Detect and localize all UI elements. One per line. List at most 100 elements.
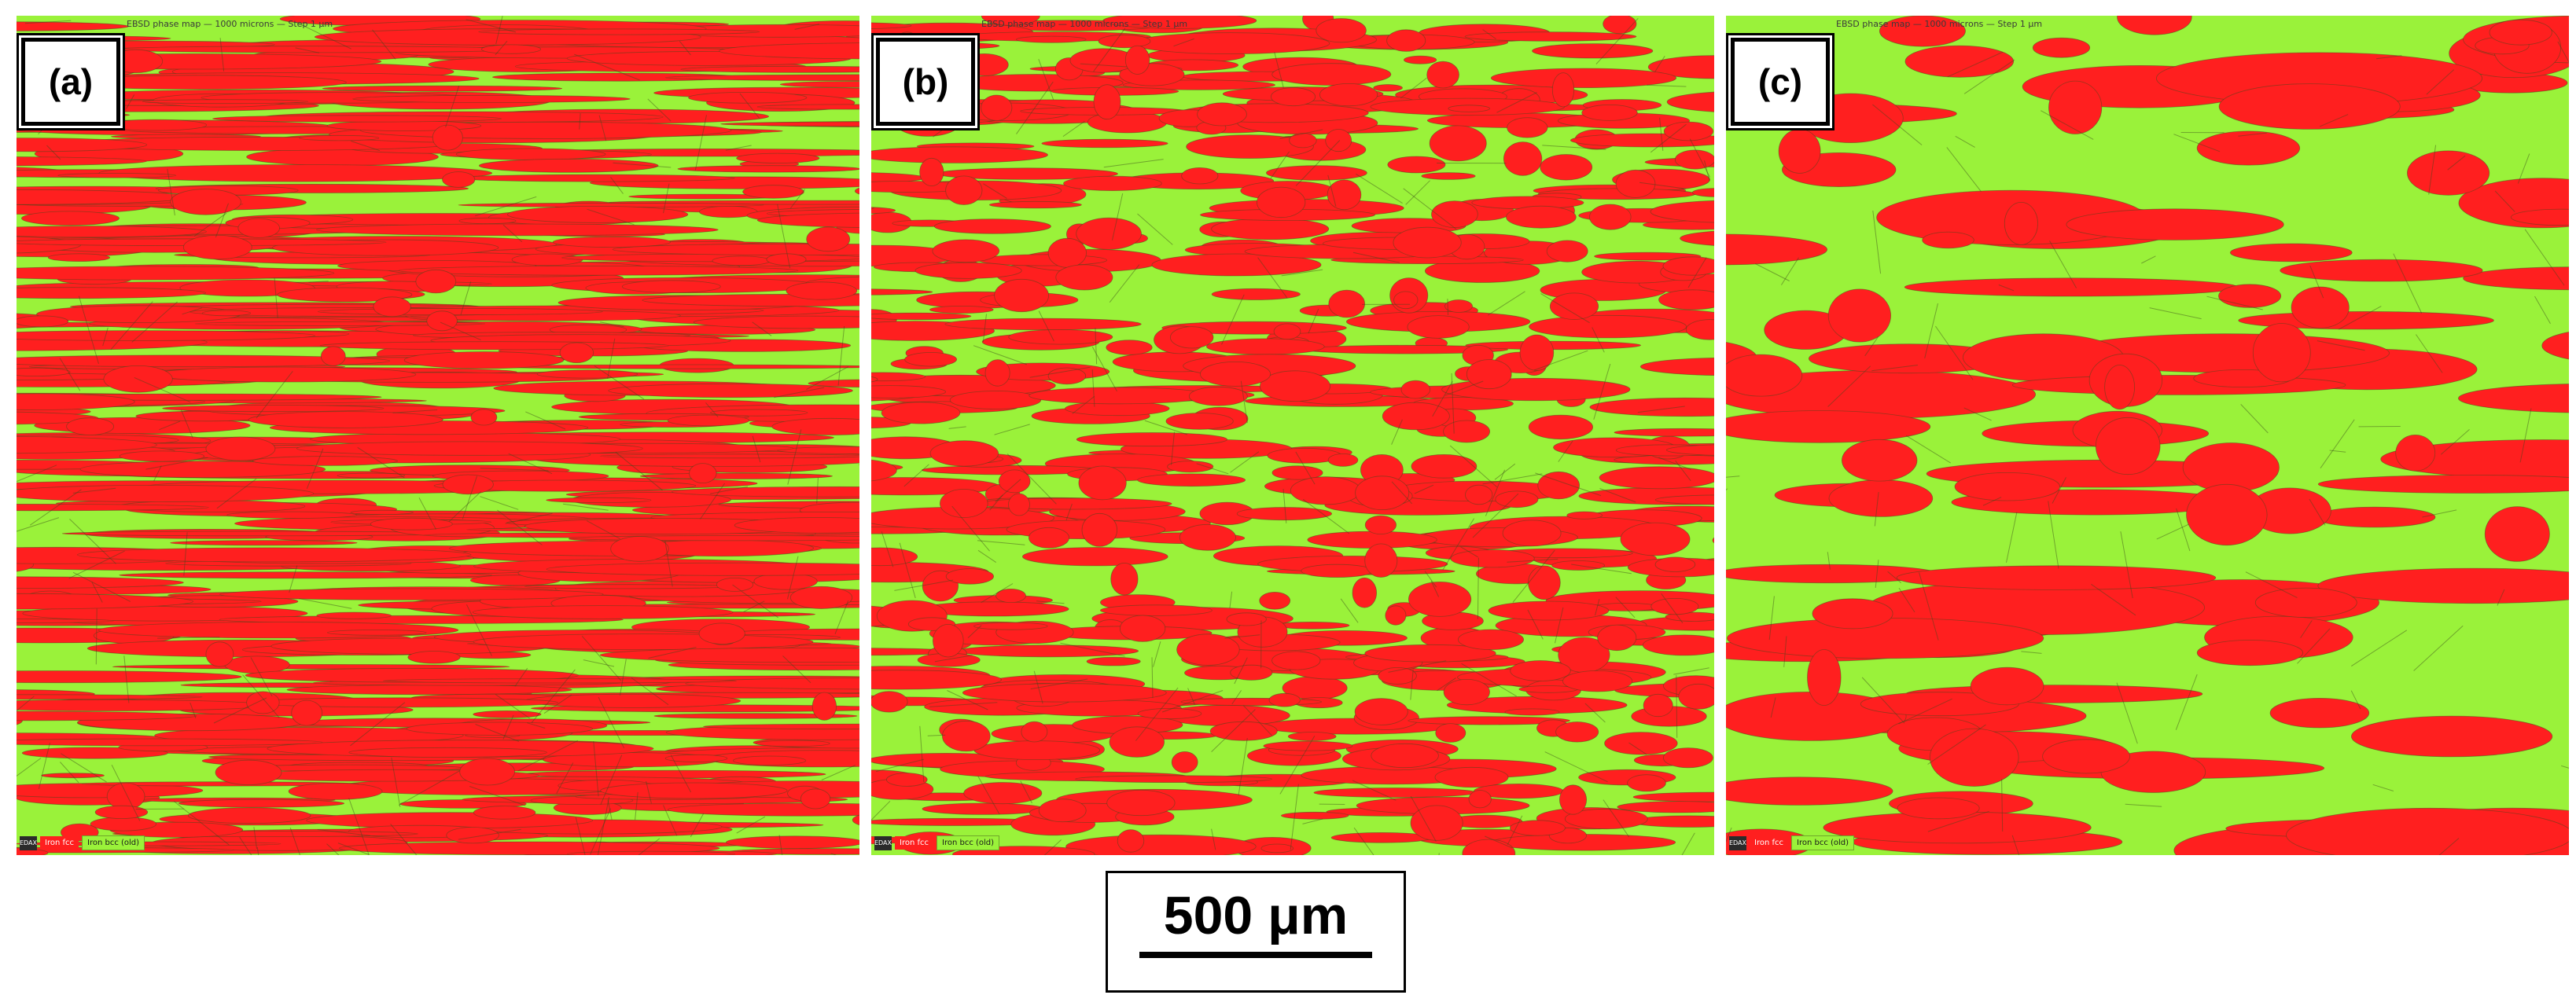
fcc-grain (1385, 605, 1407, 626)
grain-boundary (17, 517, 60, 532)
grain-boundary (1327, 174, 1337, 207)
fcc-grain (1328, 289, 1365, 318)
grain-boundary (736, 816, 766, 834)
grain-boundary (1173, 38, 1194, 47)
grain-boundary (670, 754, 692, 793)
fcc-grain (1021, 721, 1048, 743)
fcc-grain (808, 379, 859, 387)
fcc-grain (2196, 640, 2304, 666)
fcc-grain (567, 850, 735, 855)
grain-boundary (372, 29, 396, 60)
fcc-grain (998, 469, 1031, 494)
grain-boundary (1874, 491, 1879, 527)
fcc-grain (885, 773, 928, 787)
grain-boundary (256, 370, 293, 419)
fcc-grain (789, 586, 853, 609)
fcc-grain (473, 710, 542, 718)
fcc-grain (1400, 380, 1430, 399)
fcc-grain (506, 205, 689, 223)
grain-boundary (1783, 636, 1787, 667)
fcc-grain (299, 134, 380, 141)
grain-boundary (1290, 784, 1299, 850)
grain-boundary (607, 799, 613, 821)
grain-boundary (1595, 599, 1600, 616)
grain-boundary (2440, 429, 2470, 455)
grain-boundary (391, 757, 401, 807)
grain-boundary (1270, 151, 1290, 179)
fcc-grain (639, 472, 834, 479)
grain-boundary (1673, 667, 1709, 675)
fcc-grain (1211, 288, 1301, 300)
fcc-grain (152, 366, 417, 383)
fcc-grain (771, 417, 859, 435)
fcc-grain (703, 723, 859, 730)
fcc-grain (17, 266, 335, 281)
fcc-grain (17, 156, 147, 167)
grain-boundary (131, 301, 178, 343)
fcc-grain (1290, 476, 1361, 505)
grain-boundary (1905, 435, 1951, 464)
grain-boundary (1211, 709, 1256, 752)
fcc-grain (194, 321, 486, 326)
fcc-grain (2463, 266, 2569, 291)
grain-boundary (787, 429, 802, 485)
grain-boundary (1827, 365, 1871, 407)
grain-boundary (574, 53, 640, 81)
grain-boundary (1934, 325, 1974, 380)
fcc-grain (546, 497, 652, 504)
grain-boundary (289, 565, 298, 593)
grain-boundary (1827, 552, 1831, 570)
fcc-grain (17, 694, 203, 700)
fcc-grain (511, 253, 583, 266)
grain-boundary (2497, 589, 2505, 606)
fcc-grain (456, 174, 735, 182)
grain-boundary (982, 314, 987, 343)
fcc-grain (41, 773, 105, 779)
fcc-grain (224, 655, 290, 674)
fcc-grain (2066, 208, 2284, 240)
fcc-grain (800, 788, 831, 810)
fcc-grain (1555, 721, 1599, 743)
grain-boundary (2156, 523, 2189, 540)
fcc-grain (1047, 237, 1087, 268)
grain-boundary (153, 465, 162, 482)
fcc-grain (478, 28, 760, 35)
fcc-grain (1495, 490, 1539, 509)
grain-boundary (903, 464, 929, 487)
grain-boundary (2238, 132, 2267, 137)
fcc-grain (66, 417, 114, 435)
legend-c: EDAX Iron fcc Iron bcc (old) (1729, 835, 1855, 850)
fcc-grain (1674, 149, 1714, 170)
fcc-grain (350, 509, 414, 516)
fcc-grain (1407, 315, 1470, 339)
grain-boundary (517, 740, 579, 772)
grain-boundary (2519, 408, 2532, 463)
grain-boundary (2422, 509, 2457, 518)
grain-boundary (2173, 134, 2221, 152)
grain-boundary (2320, 419, 2355, 468)
fcc-grain (871, 385, 946, 398)
fcc-grain (1382, 402, 1450, 431)
grain-boundary (508, 453, 553, 475)
grain-boundary (2438, 838, 2460, 855)
grain-boundary (1091, 347, 1117, 392)
fcc-grain (1549, 292, 1599, 320)
fcc-grain (112, 663, 510, 670)
panel-header-b: EBSD phase map — 1000 microns — Step 1 μ… (981, 19, 1188, 29)
grain-boundary (1391, 481, 1413, 505)
fcc-lamellae (871, 16, 1714, 855)
grain-boundary (1449, 445, 1498, 488)
fcc-grain (1180, 697, 1323, 707)
grain-boundary (1555, 607, 1564, 644)
grain-boundary (593, 740, 599, 797)
fcc-grain (688, 92, 808, 104)
grain-boundary (2206, 296, 2263, 310)
legend-b: EDAX Iron fcc Iron bcc (old) (874, 835, 1000, 850)
fcc-grain (1257, 186, 1306, 218)
grain-boundary (1659, 117, 1664, 151)
fcc-grain (1678, 683, 1714, 710)
grain-boundary (638, 838, 661, 855)
fcc-grain (17, 619, 114, 623)
panel-label-c: (c) (1731, 38, 1830, 126)
grain-boundary (462, 475, 478, 520)
